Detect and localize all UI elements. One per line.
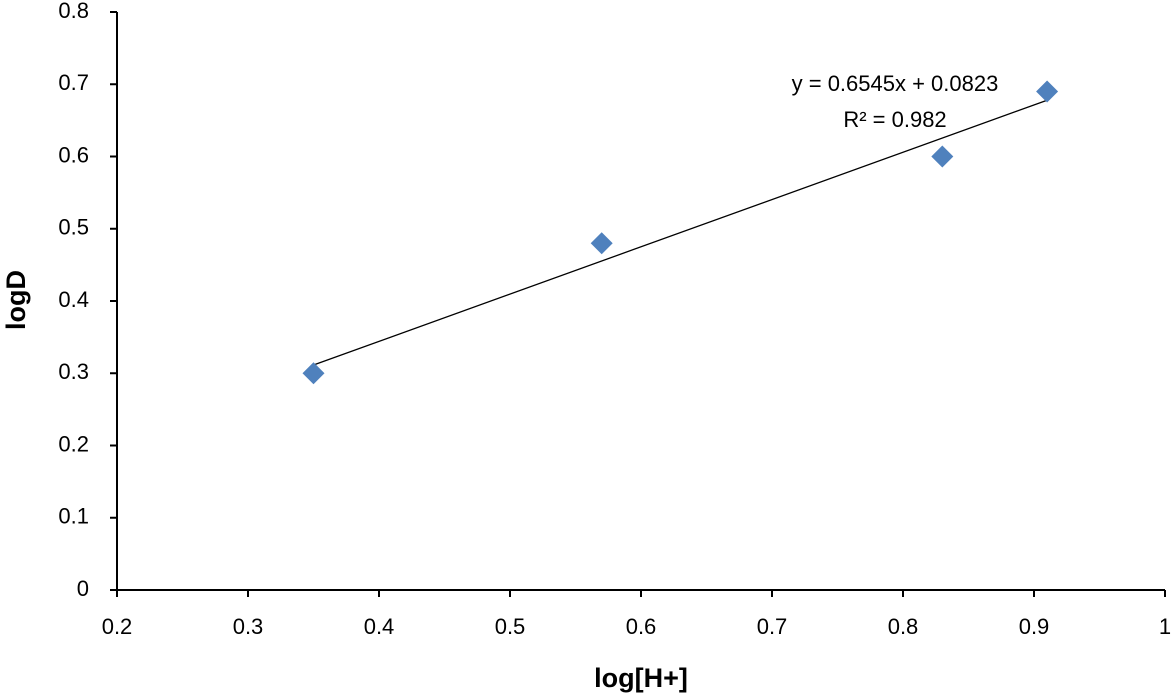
- x-tick-label: 0.5: [495, 614, 526, 639]
- trendline-r-squared: R² = 0.982: [843, 107, 946, 132]
- y-axis-title: logD: [1, 270, 31, 330]
- x-axis-title: log[H+]: [594, 663, 688, 693]
- x-tick-label: 0.9: [1019, 614, 1050, 639]
- y-tick-label: 0.3: [58, 359, 89, 384]
- x-tick-label: 1: [1159, 614, 1171, 639]
- y-tick-label: 0.4: [58, 287, 89, 312]
- x-tick-label: 0.4: [364, 614, 395, 639]
- x-tick-label: 0.2: [102, 614, 133, 639]
- data-point: [931, 145, 954, 168]
- y-tick-label: 0.6: [58, 142, 89, 167]
- y-tick-label: 0.8: [58, 0, 89, 23]
- x-tick-label: 0.7: [757, 614, 788, 639]
- data-point: [1036, 80, 1059, 103]
- x-tick-label: 0.6: [626, 614, 657, 639]
- data-point: [302, 362, 325, 385]
- x-tick-label: 0.8: [888, 614, 919, 639]
- y-tick-label: 0.5: [58, 215, 89, 240]
- x-tick-label: 0.3: [233, 614, 264, 639]
- trendline-equation: y = 0.6545x + 0.0823: [792, 71, 999, 96]
- y-tick-label: 0.2: [58, 431, 89, 456]
- data-point: [590, 232, 613, 255]
- trendline: [313, 99, 1048, 366]
- y-tick-label: 0.7: [58, 70, 89, 95]
- y-tick-label: 0.1: [58, 504, 89, 529]
- y-tick-label: 0: [77, 576, 89, 601]
